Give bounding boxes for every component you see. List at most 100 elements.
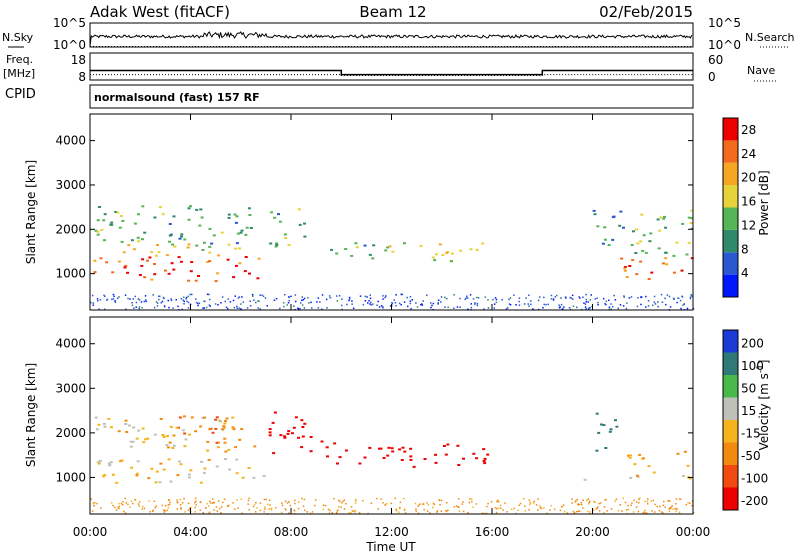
power-noise-cell [623,295,625,297]
velocity-noise-cell [458,506,460,508]
power-noise-cell [640,303,642,306]
power-cell [607,244,611,246]
velocity-cell [475,457,479,460]
velocity-noise-cell [577,504,580,506]
velocity-cell [223,437,227,440]
power-noise-cell [246,307,249,309]
velocity-noise-cell [549,509,551,511]
power-cell [355,246,359,249]
velocity-noise-cell [573,512,576,514]
velocity-noise-cell [141,508,144,510]
velocity-cell [95,428,99,431]
velocity-cell [483,462,487,465]
power-noise-cell [608,308,611,310]
power-cell [202,241,206,244]
velocity-noise-cell [254,511,257,513]
power-cell [195,244,199,247]
power-noise-cell [447,306,449,309]
power-noise-cell [572,305,575,307]
power-cell [208,227,212,230]
velocity-cell [172,444,176,447]
time-tick-label: 00:00 [73,525,108,539]
power-noise-cell [316,301,318,303]
power-noise-cell [411,299,413,301]
velocity-noise-cell [417,512,420,515]
velocity-cell [222,426,226,429]
power-cell [450,260,453,263]
power-noise-cell [483,308,485,310]
power-cell [177,256,181,259]
power-cell [141,258,145,261]
velocity-noise-cell [118,502,120,505]
velocity-colorbar-tick: -200 [741,494,768,508]
power-noise-cell [155,301,158,303]
velocity-cell [162,436,166,438]
power-noise-cell [572,298,574,300]
power-cell [180,233,184,236]
power-noise-cell [484,296,487,298]
power-noise-cell [92,304,94,306]
power-noise-cell [559,306,561,308]
velocity-noise-cell [439,504,441,506]
power-cell [102,219,106,222]
velocity-noise-cell [227,504,230,507]
velocity-noise-cell [281,504,284,507]
power-noise-cell [167,299,169,302]
velocity-cell [628,456,632,459]
velocity-noise-cell [596,506,599,508]
velocity-cell [225,417,229,420]
velocity-noise-cell [248,508,250,511]
power-cell [275,244,279,246]
power-cell [243,270,247,273]
power-near-range-scatter [90,293,695,311]
velocity-noise-cell [562,504,565,506]
velocity-noise-cell [633,499,635,502]
power-cell [208,245,212,248]
velocity-cell [434,461,438,464]
velocity-cell [154,481,158,484]
power-cell [623,266,627,268]
velocity-noise-cell [422,503,425,505]
velocity-noise-cell [647,498,649,500]
power-noise-cell [283,305,285,308]
velocity-noise-cell [354,509,357,512]
freq-tick-top: 18 [71,53,86,67]
power-noise-cell [476,296,478,299]
velocity-cell [387,446,391,449]
power-cell [431,256,435,259]
power-cell [208,260,212,263]
power-noise-cell [464,298,466,301]
velocity-cell [457,464,461,466]
power-cell [195,208,199,211]
velocity-noise-cell [582,507,584,509]
velocity-noise-cell [577,510,580,512]
power-cell [227,213,231,216]
velocity-noise-cell [669,500,671,502]
velocity-noise-cell [195,504,197,506]
power-noise-cell [321,294,324,296]
velocity-noise-cell [194,501,196,504]
velocity-cell [300,446,304,449]
power-noise-cell [181,308,183,311]
power-noise-cell [420,304,422,306]
velocity-noise-cell [440,499,443,502]
power-noise-cell [657,301,659,303]
power-cell [248,214,252,216]
power-noise-cell [112,298,115,300]
power-cell [121,220,125,222]
velocity-noise-cell [637,510,640,513]
power-noise-cell [622,305,625,307]
power-noise-cell [129,298,131,300]
velocity-noise-cell [687,502,689,504]
velocity-noise-cell [124,497,126,500]
power-cell [227,216,231,219]
velocity-cell [403,450,407,453]
velocity-cell [183,445,187,448]
velocity-noise-cell [358,511,361,514]
velocity-noise-cell [187,502,190,505]
power-noise-cell [195,301,198,304]
power-noise-cell [545,303,547,306]
power-noise-cell [238,307,240,309]
velocity-noise-cell [615,498,618,500]
velocity-cell [109,461,113,464]
